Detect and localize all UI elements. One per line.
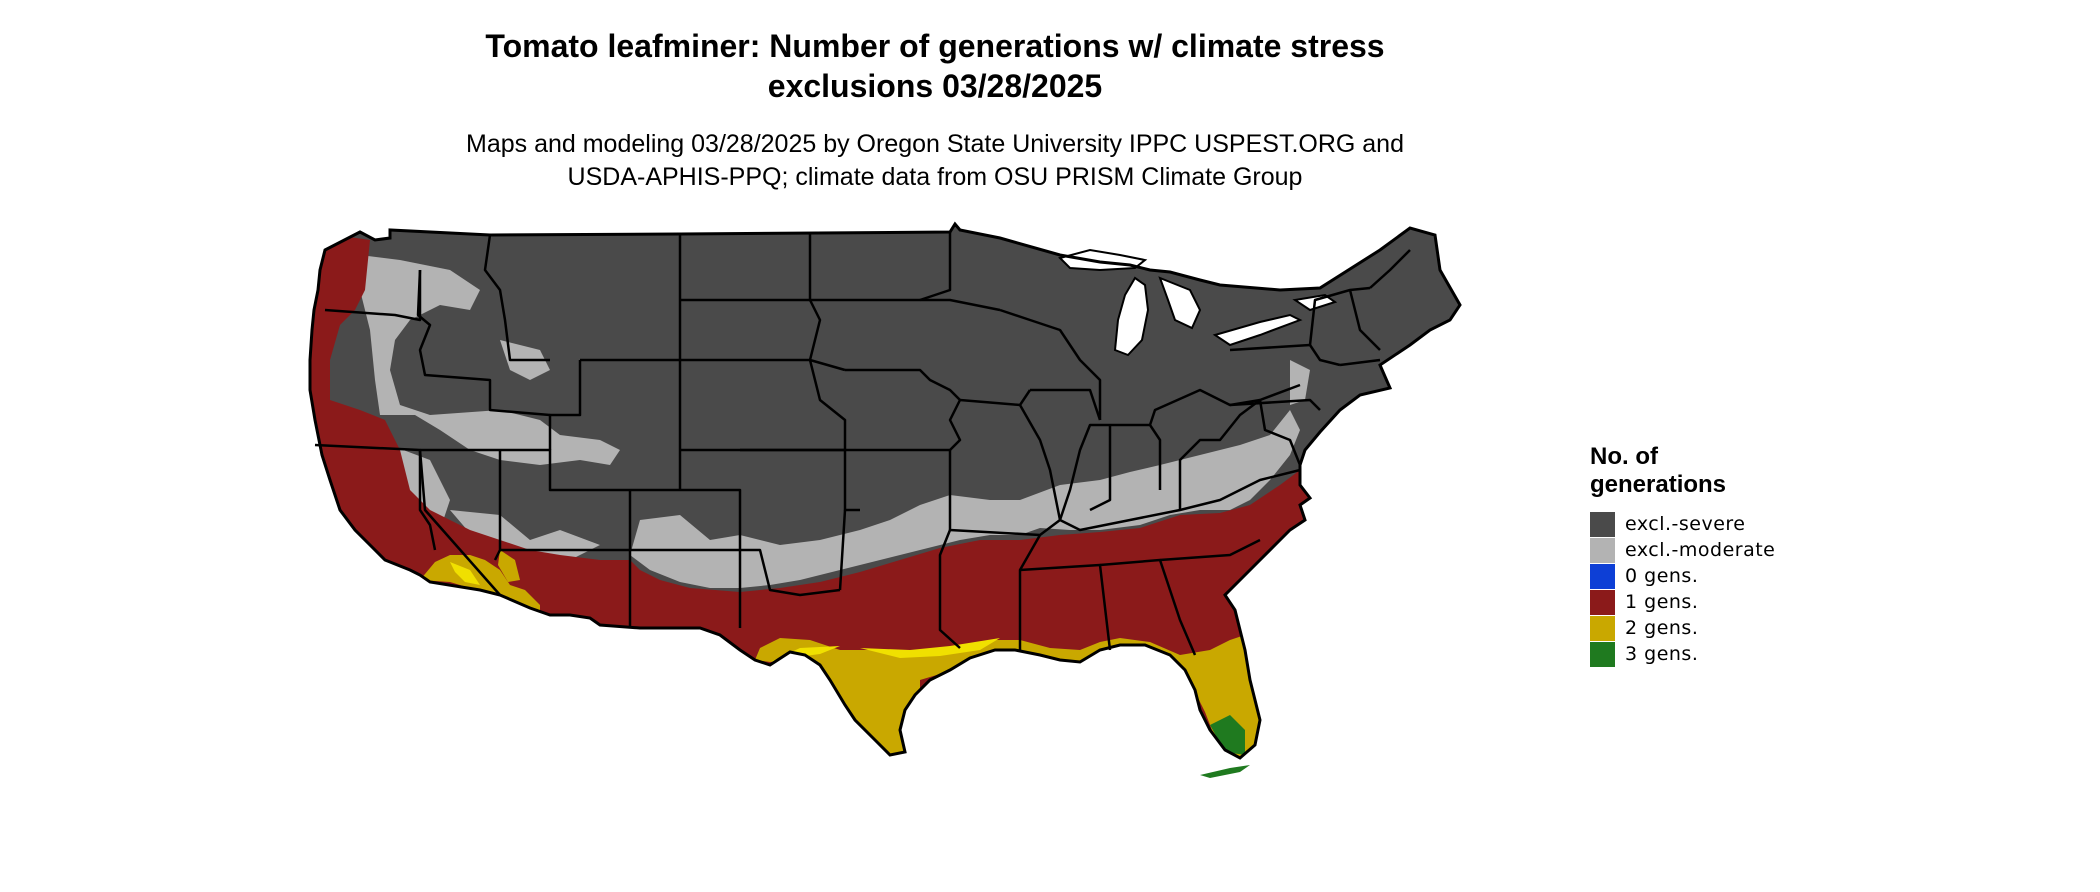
map-fill-layers [310, 224, 1460, 758]
map-subtitle-line2: USDA-APHIS-PPQ; climate data from OSU PR… [567, 163, 1303, 191]
map-svg [308, 222, 1462, 778]
legend-item-0-gens: 0 gens. [1590, 563, 1850, 589]
legend-title-line2: generations [1590, 471, 1727, 498]
title-block: Tomato leafminer: Number of generations … [340, 26, 1530, 194]
legend-swatch-1-gens [1590, 589, 1615, 615]
state-borders [314, 232, 1411, 656]
legend: No. of generations excl.-severe excl.-mo… [1590, 443, 1850, 667]
legend-item-excl-moderate: excl.-moderate [1590, 537, 1850, 563]
legend-label-excl-moderate: excl.-moderate [1625, 539, 1776, 561]
legend-item-3-gens: 3 gens. [1590, 641, 1850, 667]
legend-item-1-gens: 1 gens. [1590, 589, 1850, 615]
map-title: Tomato leafminer: Number of generations … [340, 26, 1530, 106]
map-subtitle: Maps and modeling 03/28/2025 by Oregon S… [340, 128, 1530, 194]
legend-label-1-gens: 1 gens. [1625, 591, 1699, 613]
us-generations-map [300, 210, 1570, 890]
map-subtitle-line1: Maps and modeling 03/28/2025 by Oregon S… [466, 130, 1404, 158]
legend-item-2-gens: 2 gens. [1590, 615, 1850, 641]
legend-swatch-excl-severe [1590, 511, 1615, 537]
map-title-line2: exclusions 03/28/2025 [767, 68, 1103, 104]
legend-swatch-0-gens [1590, 563, 1615, 589]
legend-swatch-2-gens [1590, 615, 1615, 641]
one-generation-regions [310, 230, 1360, 758]
legend-label-0-gens: 0 gens. [1625, 565, 1699, 587]
map-title-line1: Tomato leafminer: Number of generations … [485, 28, 1385, 64]
florida-keys [1200, 765, 1250, 778]
three-generation-regions [1210, 715, 1245, 755]
legend-label-excl-severe: excl.-severe [1625, 513, 1746, 535]
legend-item-excl-severe: excl.-severe [1590, 511, 1850, 537]
legend-swatch-3-gens [1590, 641, 1615, 667]
legend-label-2-gens: 2 gens. [1625, 617, 1699, 639]
legend-title: No. of generations [1590, 443, 1850, 499]
legend-label-3-gens: 3 gens. [1625, 643, 1699, 665]
legend-title-line1: No. of [1590, 443, 1658, 470]
great-lakes [1058, 248, 1338, 357]
legend-swatch-excl-moderate [1590, 537, 1615, 563]
